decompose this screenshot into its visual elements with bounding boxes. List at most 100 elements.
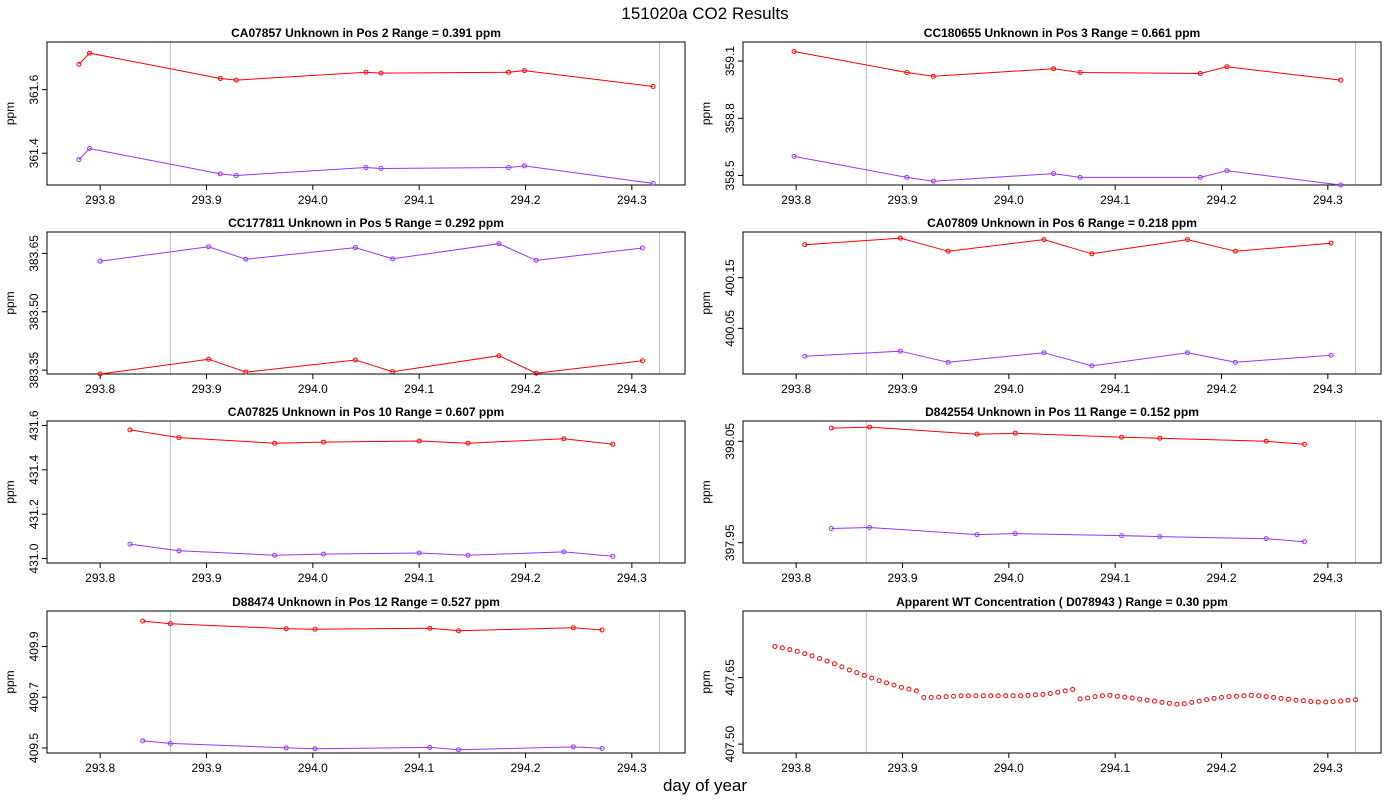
- data-point: [1338, 182, 1344, 188]
- data-point: [1197, 70, 1203, 76]
- data-point: [867, 424, 873, 430]
- panel-1: CA07857 Unknown in Pos 2 Range = 0.391 p…: [3, 26, 686, 207]
- data-point: [505, 69, 511, 75]
- data-point: [127, 427, 133, 433]
- data-point: [898, 684, 904, 690]
- data-point: [1345, 697, 1351, 703]
- series-line-red: [100, 355, 643, 375]
- data-point: [824, 658, 830, 664]
- x-tick-label: 294.3: [1313, 761, 1343, 775]
- x-tick-label: 294.2: [510, 761, 540, 775]
- data-point: [390, 369, 396, 375]
- data-point: [496, 241, 502, 247]
- y-tick-label: 400.05: [723, 310, 737, 347]
- data-point: [1256, 693, 1262, 699]
- data-point: [1278, 695, 1284, 701]
- y-tick-label: 359.1: [723, 46, 737, 76]
- data-point: [1012, 430, 1018, 436]
- x-tick-label: 294.0: [994, 193, 1024, 207]
- x-tick-label: 294.2: [1206, 571, 1236, 585]
- data-point: [1184, 237, 1190, 243]
- data-point: [283, 626, 289, 632]
- panel-7: D88474 Unknown in Pos 12 Range = 0.527 p…: [3, 595, 686, 775]
- data-point: [176, 435, 182, 441]
- data-point: [1211, 695, 1217, 701]
- data-point: [1338, 77, 1344, 83]
- data-point: [272, 440, 278, 446]
- x-tick-label: 294.0: [298, 761, 328, 775]
- data-point: [1050, 171, 1056, 177]
- x-tick-label: 293.8: [781, 571, 811, 585]
- data-point: [176, 548, 182, 554]
- data-point: [876, 678, 882, 684]
- data-point: [973, 693, 979, 699]
- x-tick-label: 294.2: [510, 571, 540, 585]
- data-point: [427, 625, 433, 631]
- x-tick-label: 294.1: [404, 193, 434, 207]
- series-line-red: [793, 51, 1341, 81]
- data-point: [1089, 251, 1095, 257]
- panel-title: CA07857 Unknown in Pos 2 Range = 0.391 p…: [231, 26, 501, 40]
- series-line-red: [804, 237, 1332, 255]
- data-point: [465, 552, 471, 558]
- data-point: [1263, 536, 1269, 542]
- data-point: [846, 667, 852, 673]
- data-point: [1107, 692, 1113, 698]
- x-tick-label: 294.0: [298, 382, 328, 396]
- data-point: [1041, 350, 1047, 356]
- x-tick-label: 294.1: [404, 571, 434, 585]
- panel-6: D842554 Unknown in Pos 11 Range = 0.152 …: [699, 405, 1382, 585]
- data-point: [76, 157, 82, 163]
- data-point: [127, 541, 133, 547]
- data-point: [1077, 696, 1083, 702]
- series-line-purple: [142, 740, 603, 751]
- data-point: [906, 686, 912, 692]
- series-line-purple: [793, 155, 1341, 186]
- y-axis-label: ppm: [699, 480, 713, 503]
- y-tick-label: 431.4: [27, 454, 41, 484]
- data-point: [650, 180, 656, 186]
- data-point: [1204, 697, 1210, 703]
- data-point: [831, 661, 837, 667]
- x-tick-label: 293.8: [781, 382, 811, 396]
- data-point: [1018, 693, 1024, 699]
- data-point: [809, 653, 815, 659]
- data-point: [599, 745, 605, 751]
- series-line-red: [129, 429, 613, 445]
- panel-title: CA07825 Unknown in Pos 10 Range = 0.607 …: [228, 405, 504, 419]
- x-tick-label: 294.0: [298, 571, 328, 585]
- data-point: [378, 70, 384, 76]
- y-tick-label: 358.8: [723, 103, 737, 133]
- x-tick-label: 294.3: [617, 193, 647, 207]
- data-point: [272, 552, 278, 558]
- x-tick-label: 294.1: [1100, 571, 1130, 585]
- x-tick-label: 293.8: [781, 193, 811, 207]
- data-point: [1047, 691, 1053, 697]
- data-point: [352, 357, 358, 363]
- data-point: [897, 235, 903, 241]
- data-point: [1233, 693, 1239, 699]
- plot-frame: [46, 420, 686, 564]
- data-point: [802, 651, 808, 657]
- data-point: [352, 245, 358, 251]
- data-point: [140, 618, 146, 624]
- data-point: [867, 525, 873, 530]
- data-point: [1157, 534, 1163, 540]
- x-tick-label: 293.9: [191, 761, 221, 775]
- y-tick-label: 409.9: [27, 631, 41, 661]
- x-tick-label: 293.9: [887, 382, 917, 396]
- data-point: [1184, 350, 1190, 356]
- data-point: [533, 370, 539, 376]
- x-tick-label: 294.3: [1313, 382, 1343, 396]
- data-point: [1041, 237, 1047, 243]
- plot-frame: [742, 41, 1382, 186]
- x-tick-label: 294.1: [1100, 193, 1130, 207]
- data-point: [1129, 695, 1135, 701]
- data-point: [1263, 694, 1269, 700]
- data-point: [945, 359, 951, 365]
- data-point: [1328, 240, 1334, 246]
- y-axis-label: ppm: [3, 102, 17, 125]
- data-point: [1119, 533, 1125, 539]
- y-tick-label: 358.5: [723, 160, 737, 190]
